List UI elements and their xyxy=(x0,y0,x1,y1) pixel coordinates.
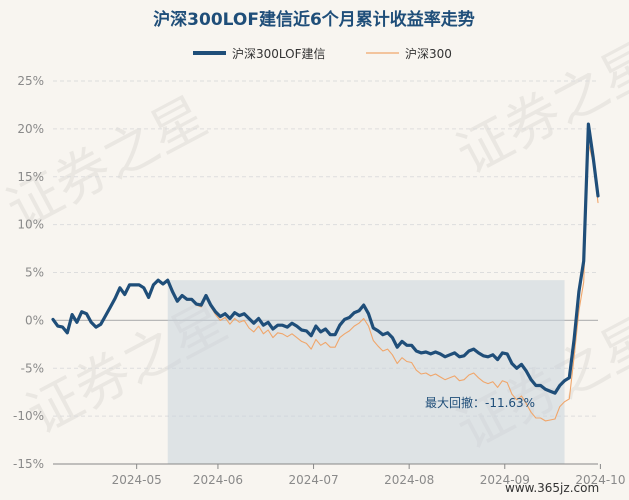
x-tick-label: 2024-05 xyxy=(112,473,162,487)
legend-label-index: 沪深300 xyxy=(405,47,452,61)
y-tick-label: 10% xyxy=(17,218,44,232)
y-tick-label: -15% xyxy=(13,457,44,471)
legend: 沪深300LOF建信 沪深300 xyxy=(193,47,452,61)
x-axis: 2024-05 2024-06 2024-07 2024-08 2024-09 2024-… xyxy=(53,463,625,487)
y-tick-label: 20% xyxy=(17,122,44,136)
series-line-fund xyxy=(51,122,600,395)
y-axis-labels: 25% 20% 15% 10% 5% 0% -5% -10% -15% xyxy=(13,74,44,471)
watermark-text: 证券之星 xyxy=(447,29,629,186)
watermark-url: www.365jz.com xyxy=(505,481,599,495)
x-tick-label: 2024-08 xyxy=(384,473,434,487)
x-tick-label: 2024-06 xyxy=(193,473,243,487)
y-tick-label: -10% xyxy=(13,409,44,423)
legend-label-fund: 沪深300LOF建信 xyxy=(232,47,326,61)
y-tick-label: 0% xyxy=(25,313,44,327)
y-tick-label: 25% xyxy=(17,74,44,88)
chart-title: 沪深300LOF建信近6个月累计收益率走势 xyxy=(153,9,475,30)
x-tick-label: 2024-09 xyxy=(480,473,530,487)
max-drawdown-label: 最大回撤：-11.63% xyxy=(425,395,535,410)
y-tick-label: -5% xyxy=(21,361,44,375)
y-tick-label: 15% xyxy=(17,170,44,184)
x-tick-label: 2024-07 xyxy=(288,473,338,487)
y-tick-label: 5% xyxy=(25,266,44,280)
series-lines xyxy=(51,122,600,422)
x-tick-label: 2024-10 xyxy=(575,473,625,487)
